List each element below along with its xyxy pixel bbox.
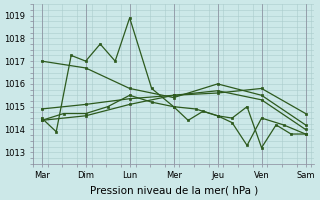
X-axis label: Pression niveau de la mer( hPa ): Pression niveau de la mer( hPa )	[90, 186, 258, 196]
